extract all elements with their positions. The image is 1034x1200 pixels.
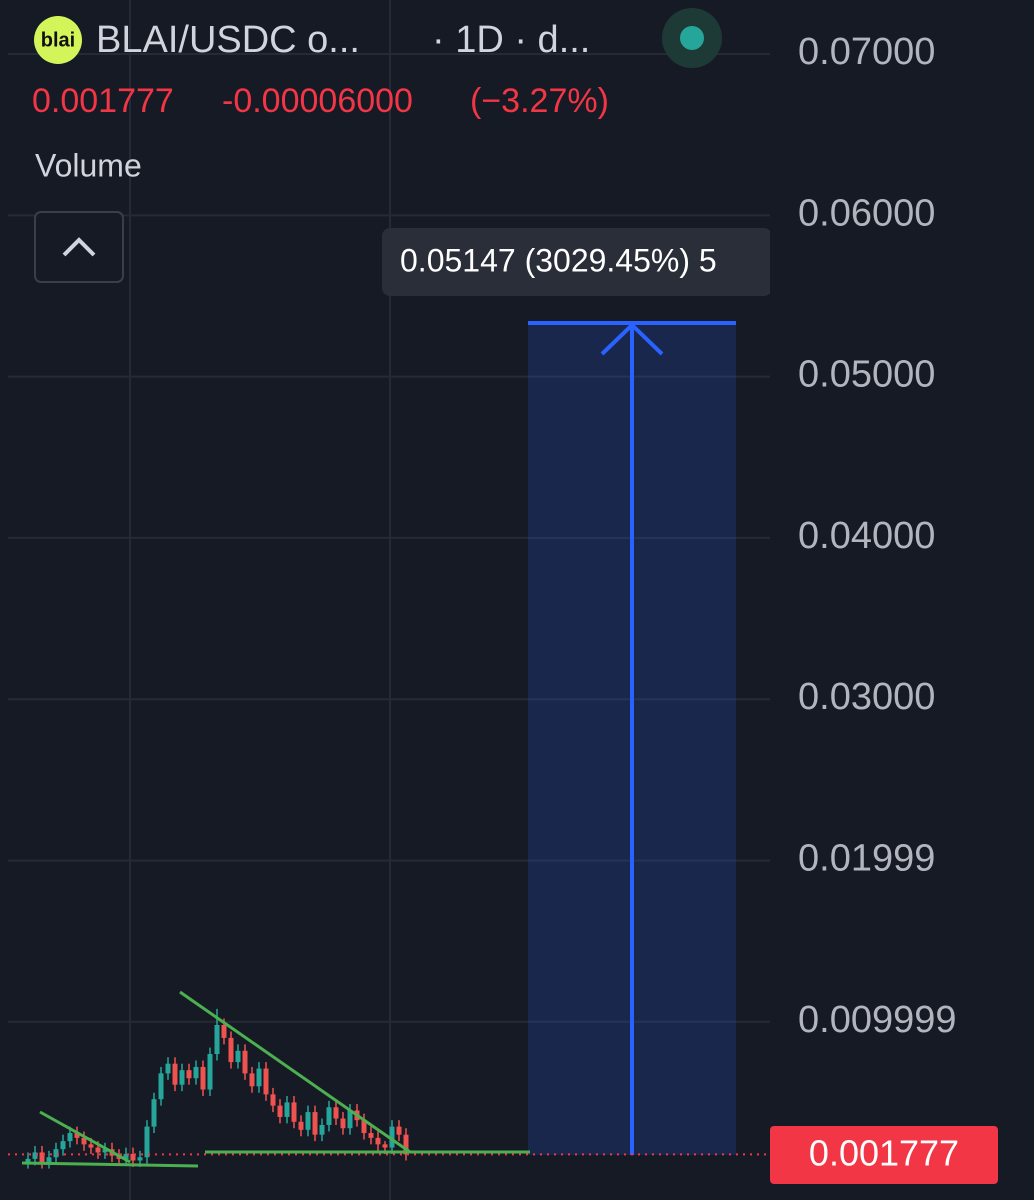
candle-body xyxy=(319,1125,325,1135)
measure-tooltip xyxy=(382,228,772,296)
candle-body xyxy=(221,1025,227,1038)
y-tick-label: 0.06000 xyxy=(798,192,935,234)
candle-body xyxy=(172,1063,178,1085)
candle-body xyxy=(46,1157,52,1163)
candle-body xyxy=(151,1099,157,1127)
y-tick-label: 0.05000 xyxy=(798,354,935,396)
candle-body xyxy=(193,1066,199,1079)
candle-body xyxy=(200,1066,206,1090)
candle-body xyxy=(144,1126,150,1158)
candle-body xyxy=(53,1149,59,1158)
candle-body xyxy=(60,1141,66,1150)
price-label-box xyxy=(770,1126,998,1184)
symbol: BLAI/USDC o... xyxy=(96,19,360,61)
candle-body xyxy=(130,1154,136,1161)
candle-body xyxy=(235,1050,241,1063)
candle-body xyxy=(81,1137,87,1145)
candle-body xyxy=(333,1107,339,1119)
candle-body xyxy=(382,1144,388,1148)
candle-body xyxy=(340,1118,346,1129)
candle-body xyxy=(158,1073,164,1100)
candle-body xyxy=(102,1149,108,1153)
candle-body xyxy=(179,1070,185,1085)
candle-body xyxy=(67,1133,73,1142)
candle-body xyxy=(25,1158,31,1163)
y-tick-label: 0.07000 xyxy=(798,31,935,73)
candle-body xyxy=(263,1068,269,1095)
candle-body xyxy=(242,1050,248,1074)
candle-body xyxy=(256,1068,262,1087)
candle-body xyxy=(305,1112,311,1130)
candle-body xyxy=(165,1063,171,1074)
candle-body xyxy=(403,1134,409,1155)
ticks: 0.07000 0.06000 0.05000 0.04000 0.03000 0.019… xyxy=(798,31,957,1041)
y-tick-label: 0.03000 xyxy=(798,676,935,718)
candle-body xyxy=(186,1070,192,1079)
interval: · 1D · d... xyxy=(432,19,590,61)
measure-label: 0.05147 (3029.45%) 5 xyxy=(400,242,717,278)
candle-body xyxy=(298,1121,304,1130)
candle-body xyxy=(312,1112,318,1135)
candle-body xyxy=(95,1147,101,1153)
y-tick-label: 0.01999 xyxy=(798,838,935,880)
candle-body xyxy=(32,1152,38,1159)
trend-line xyxy=(21,1161,199,1168)
status-dot xyxy=(680,26,704,50)
change: -0.00006000 xyxy=(222,82,413,120)
logo xyxy=(34,16,82,64)
trend-line xyxy=(39,1110,131,1164)
candle-body xyxy=(137,1157,143,1161)
candle-body xyxy=(375,1137,381,1145)
candle-body xyxy=(347,1110,353,1129)
candle-body xyxy=(207,1054,213,1090)
candle-body xyxy=(270,1094,276,1106)
candle-body xyxy=(361,1120,367,1134)
candle-body xyxy=(123,1154,129,1159)
candle-body xyxy=(228,1037,234,1063)
change-pct: (−3.27%) xyxy=(470,82,609,120)
chevron xyxy=(62,237,96,257)
candle-body xyxy=(284,1102,290,1117)
price-label: 0.001777 xyxy=(809,1133,959,1174)
candle-body xyxy=(74,1133,80,1138)
candle-body xyxy=(277,1105,283,1117)
trend-line xyxy=(179,990,411,1154)
candle-body xyxy=(214,1025,220,1055)
candle-body xyxy=(368,1133,374,1138)
logo-text: blai xyxy=(41,29,75,51)
collapse-button[interactable] xyxy=(34,211,124,283)
candle-body xyxy=(88,1144,94,1148)
candle-body xyxy=(249,1073,255,1087)
candle-body xyxy=(291,1102,297,1122)
candle-body xyxy=(39,1152,45,1163)
candle-body xyxy=(326,1107,332,1125)
arrow-head xyxy=(600,322,664,356)
candle-body xyxy=(389,1126,395,1148)
indicator: Volume xyxy=(35,147,142,183)
last-price: 0.001777 xyxy=(32,82,174,120)
y-tick-label: 0.009999 xyxy=(798,999,957,1041)
candle-body xyxy=(396,1126,402,1135)
y-tick-label: 0.04000 xyxy=(798,515,935,557)
price-axis xyxy=(770,0,1034,1200)
